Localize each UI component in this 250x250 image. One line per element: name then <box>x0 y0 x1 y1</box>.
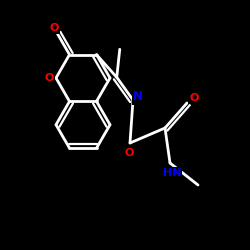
Text: N: N <box>133 90 143 104</box>
Text: O: O <box>44 73 54 83</box>
Text: HN: HN <box>163 168 181 178</box>
Text: O: O <box>124 148 134 158</box>
Text: O: O <box>49 23 59 33</box>
Text: O: O <box>189 93 199 103</box>
